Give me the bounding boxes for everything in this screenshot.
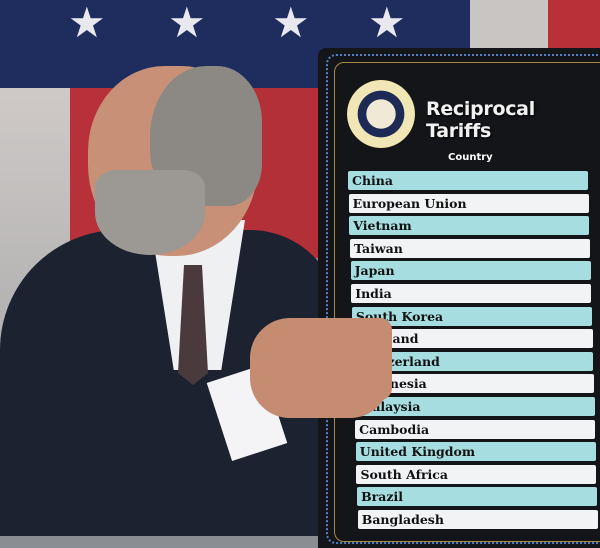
country-row: Bangladesh (357, 510, 598, 529)
country-row: Vietnam (349, 216, 590, 236)
star-icon: ★ (272, 0, 310, 47)
board-title: Reciprocal Tariffs (426, 98, 535, 142)
tie (178, 265, 208, 385)
flag-stripes (470, 0, 600, 50)
country-row: European Union (348, 193, 589, 213)
country-row: Cambodia (355, 419, 596, 439)
country-row: Malaysia (354, 397, 595, 416)
star-icon: ★ (68, 0, 106, 47)
country-row: United Kingdom (355, 442, 596, 462)
country-row: Japan (350, 261, 591, 281)
presidential-seal-icon (347, 80, 415, 148)
country-row: Taiwan (349, 238, 590, 258)
beard (95, 170, 205, 255)
country-row: China (348, 171, 588, 190)
column-header: Country (448, 152, 493, 163)
country-row: Brazil (357, 487, 598, 507)
star-icon: ★ (168, 0, 206, 47)
fingers (322, 318, 392, 400)
country-row: India (351, 284, 592, 303)
star-icon: ★ (368, 0, 406, 47)
country-row: South Africa (356, 464, 597, 484)
